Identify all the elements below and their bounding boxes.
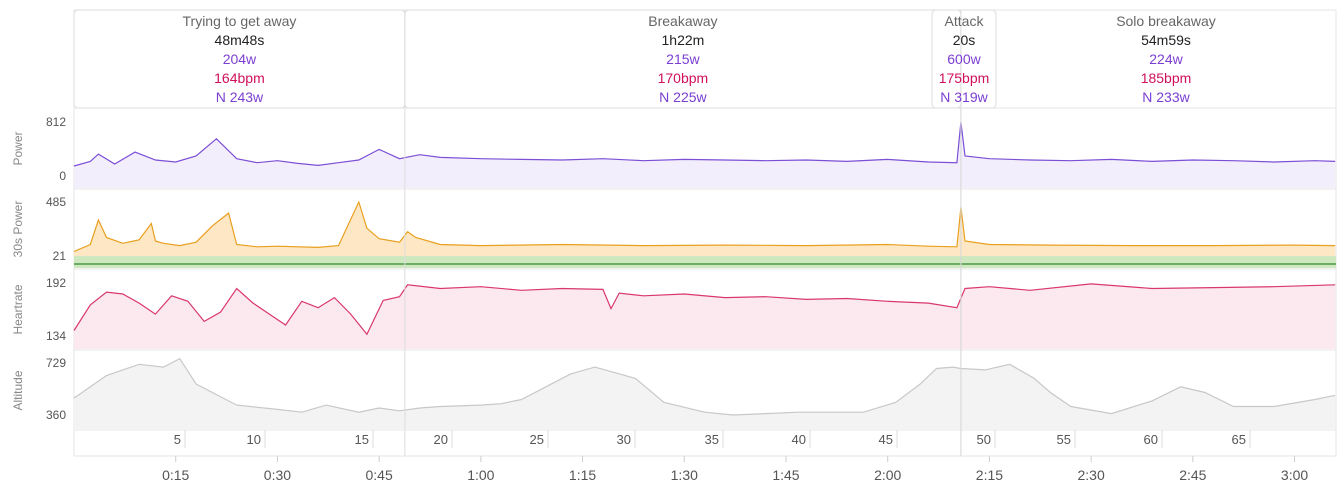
time-tick-2-00: 2:00 xyxy=(874,467,901,483)
power-axis-label: Power xyxy=(11,131,25,165)
time-tick-2-30: 2:30 xyxy=(1077,467,1104,483)
time-tick-0-45: 0:45 xyxy=(366,467,393,483)
interval-heartrate: 170bpm xyxy=(658,70,709,86)
interval-np: N 319w xyxy=(940,89,988,105)
power-ytick-min: 0 xyxy=(59,169,66,183)
interval-power: 224w xyxy=(1149,51,1183,67)
distance-tick-55: 55 xyxy=(1057,432,1071,447)
time-tick-1-15: 1:15 xyxy=(569,467,596,483)
distance-tick-5: 5 xyxy=(174,432,181,447)
time-tick-3-00: 3:00 xyxy=(1281,467,1308,483)
interval-name: Attack xyxy=(945,13,985,29)
heartrate-ytick-min: 134 xyxy=(46,329,66,343)
power-line xyxy=(73,121,1336,167)
power-ytick-max: 812 xyxy=(46,115,66,129)
interval-layer[interactable]: Trying to get away 48m48s 204w 164bpm N 243w… xyxy=(73,9,1216,456)
interval-duration: 1h22m xyxy=(662,32,705,48)
interval-box xyxy=(931,9,997,109)
distance-tick-25: 25 xyxy=(530,432,544,447)
time-tick-1-30: 1:30 xyxy=(671,467,698,483)
time-tick-2-15: 2:15 xyxy=(976,467,1003,483)
time-tick-0-15: 0:15 xyxy=(162,467,189,483)
distance-tick-20: 20 xyxy=(434,432,448,447)
interval-duration: 20s xyxy=(953,32,976,48)
distance-tick-35: 35 xyxy=(705,432,719,447)
interval-2[interactable]: Attack 20s 600w 175bpm N 319w xyxy=(931,9,997,109)
axis-layer: 5 10 15 20 25 30 35 40 45 50 55 60 65 0:15 0:30 0:45 1:0… xyxy=(162,430,1308,483)
time-tick-0-30: 0:30 xyxy=(264,467,291,483)
interval-duration: 48m48s xyxy=(215,32,265,48)
distance-tick-50: 50 xyxy=(977,432,991,447)
distance-tick-60: 60 xyxy=(1144,432,1158,447)
time-tick-1-00: 1:00 xyxy=(467,467,494,483)
interval-power: 215w xyxy=(666,51,700,67)
interval-heartrate: 175bpm xyxy=(939,70,990,86)
heartrate-ytick-max: 192 xyxy=(46,276,66,290)
30s-power-area xyxy=(74,202,1336,268)
label-layer: 812 0 Power 485 21 30s Power 192 134 Heartrate 72… xyxy=(11,115,66,422)
distance-tick-40: 40 xyxy=(792,432,806,447)
interval-3[interactable]: Solo breakaway 54m59s 224w 185bpm N 233w xyxy=(1116,13,1216,105)
distance-tick-10: 10 xyxy=(247,432,261,447)
interval-1[interactable]: Breakaway 1h22m 215w 170bpm N 225w xyxy=(404,9,962,456)
altitude-ytick-min: 360 xyxy=(46,408,66,422)
30s-power-axis-label: 30s Power xyxy=(11,201,25,258)
heartrate-axis-label: Heartrate xyxy=(11,284,25,334)
power-area xyxy=(74,122,1336,188)
time-tick-1-45: 1:45 xyxy=(772,467,799,483)
distance-tick-30: 30 xyxy=(617,432,631,447)
interval-np: N 225w xyxy=(659,89,707,105)
interval-name: Trying to get away xyxy=(183,13,297,29)
altitude-ytick-max: 729 xyxy=(46,356,66,370)
30s-power-band xyxy=(74,256,1336,268)
altitude-axis-label: Altitude xyxy=(11,370,25,410)
30s-power-line xyxy=(73,200,1336,253)
altitude-line xyxy=(73,357,1336,416)
interval-heartrate: 185bpm xyxy=(1141,70,1192,86)
distance-tick-65: 65 xyxy=(1232,432,1246,447)
heartrate-area xyxy=(74,283,1336,349)
altitude-area xyxy=(74,358,1336,430)
30s-power-ytick-min: 21 xyxy=(53,249,67,263)
interval-duration: 54m59s xyxy=(1141,32,1191,48)
interval-np: N 233w xyxy=(1142,89,1190,105)
series-layer xyxy=(73,121,1336,430)
interval-heartrate: 164bpm xyxy=(214,70,265,86)
distance-tick-15: 15 xyxy=(355,432,369,447)
30s-power-ytick-max: 485 xyxy=(46,195,66,209)
time-tick-2-45: 2:45 xyxy=(1179,467,1206,483)
distance-tick-45: 45 xyxy=(879,432,893,447)
interval-name: Solo breakaway xyxy=(1116,13,1216,29)
interval-name: Breakaway xyxy=(648,13,717,29)
interval-power: 600w xyxy=(947,51,981,67)
interval-power: 204w xyxy=(223,51,257,67)
interval-np: N 243w xyxy=(216,89,264,105)
